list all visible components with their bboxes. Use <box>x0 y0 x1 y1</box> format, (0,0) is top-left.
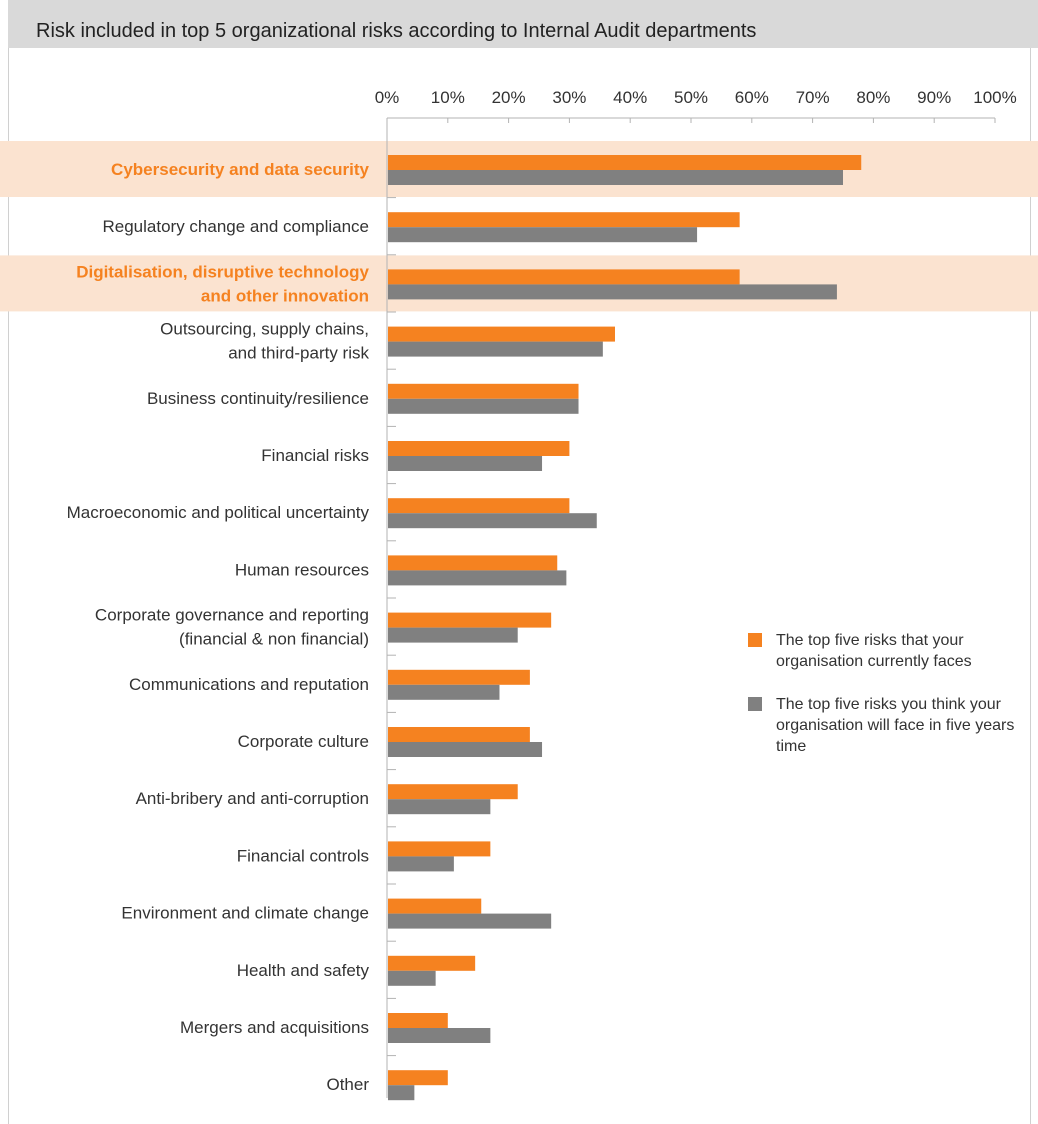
category-label: Digitalisation, disruptive technology and… <box>76 262 369 305</box>
category-label: Financial risks <box>261 446 369 465</box>
category-label: Business continuity/resilience <box>147 389 369 408</box>
category-label-line: Corporate governance and reporting <box>95 606 369 625</box>
bar-future <box>388 227 698 243</box>
x-tick-label: 60% <box>735 88 769 107</box>
category-label-line: (financial & non financial) <box>179 630 369 649</box>
x-tick-label: 30% <box>552 88 586 107</box>
bar-current <box>388 727 530 742</box>
category-label: Macroeconomic and political uncertainty <box>67 503 370 522</box>
legend-item-current: The top five risks that your organisatio… <box>748 630 1028 672</box>
category-label-line: Regulatory change and compliance <box>102 217 369 236</box>
bar-current <box>388 155 862 170</box>
category-label: Health and safety <box>237 961 370 980</box>
category-label-line: Health and safety <box>237 961 370 980</box>
category-label-line: Mergers and acquisitions <box>180 1018 369 1037</box>
x-tick-label: 10% <box>431 88 465 107</box>
x-tick-label: 100% <box>973 88 1016 107</box>
chart-title: Risk included in top 5 organizational ri… <box>36 20 757 42</box>
category-label: Regulatory change and compliance <box>102 217 369 236</box>
category-label-line: Outsourcing, supply chains, <box>160 320 369 339</box>
legend-label-future: The top five risks you think your organi… <box>776 696 1015 755</box>
bar-current <box>388 1070 448 1086</box>
bar-current <box>388 1013 448 1028</box>
bar-current <box>388 441 570 456</box>
x-tick-label: 50% <box>674 88 708 107</box>
legend-label-current: The top five risks that your organisatio… <box>776 632 972 670</box>
legend-item-future: The top five risks you think your organi… <box>748 694 1028 757</box>
bar-current <box>388 269 740 285</box>
category-label-line: Macroeconomic and political uncertainty <box>67 503 370 522</box>
category-label-line: Other <box>326 1075 369 1094</box>
bar-current <box>388 898 482 914</box>
bar-future <box>388 913 552 929</box>
category-label-line: Corporate culture <box>238 732 369 751</box>
bar-current <box>388 955 476 971</box>
category-label-line: Human resources <box>235 560 369 579</box>
bar-current <box>388 784 518 800</box>
category-label-line: Anti-bribery and anti-corruption <box>136 789 369 808</box>
frame-left-border <box>8 48 9 1124</box>
bar-current <box>388 383 579 399</box>
category-label-line: Digitalisation, disruptive technology <box>76 262 369 281</box>
bar-current <box>388 212 740 228</box>
bar-current <box>388 498 570 514</box>
category-label-line: Communications and reputation <box>129 675 369 694</box>
category-label: Communications and reputation <box>129 675 369 694</box>
x-tick-label: 80% <box>856 88 890 107</box>
category-label: Outsourcing, supply chains, and third-par… <box>160 320 369 363</box>
bar-current <box>388 669 530 685</box>
category-label: Other <box>326 1075 369 1094</box>
bar-future <box>388 627 518 643</box>
x-tick-label: 40% <box>613 88 647 107</box>
frame-right-border <box>1030 48 1031 1124</box>
category-label-line: Cybersecurity and data security <box>111 160 369 179</box>
x-tick-label: 70% <box>796 88 830 107</box>
category-label: Financial controls <box>237 846 369 865</box>
category-label: Mergers and acquisitions <box>180 1018 369 1037</box>
bar-future <box>388 742 543 757</box>
bar-future <box>388 1028 491 1043</box>
category-label-line: and other innovation <box>201 286 369 305</box>
bar-future <box>388 970 436 986</box>
chart-header: Risk included in top 5 organizational ri… <box>8 0 1038 48</box>
bar-current <box>388 326 615 342</box>
x-tick-label: 20% <box>492 88 526 107</box>
category-label-line: and third-party risk <box>228 344 369 363</box>
category-label-line: Financial risks <box>261 446 369 465</box>
category-label: Anti-bribery and anti-corruption <box>136 789 369 808</box>
bar-future <box>388 284 837 300</box>
category-label: Cybersecurity and data security <box>111 160 369 179</box>
x-tick-label: 0% <box>375 88 400 107</box>
category-label: Corporate culture <box>238 732 369 751</box>
bar-future <box>388 170 843 185</box>
bar-future <box>388 684 500 700</box>
bar-future <box>388 513 597 529</box>
legend: The top five risks that your organisatio… <box>748 630 1028 779</box>
bar-future <box>388 570 567 586</box>
bar-future <box>388 341 603 357</box>
legend-swatch-current <box>748 633 762 647</box>
category-label-line: Business continuity/resilience <box>147 389 369 408</box>
category-label-line: Environment and climate change <box>121 904 369 923</box>
x-tick-label: 90% <box>917 88 951 107</box>
bar-future <box>388 456 543 471</box>
bar-current <box>388 841 491 857</box>
category-label: Corporate governance and reporting (finan… <box>95 606 369 649</box>
bar-future <box>388 398 579 414</box>
legend-swatch-future <box>748 697 762 711</box>
bar-future <box>388 1085 415 1101</box>
category-label-line: Financial controls <box>237 846 369 865</box>
category-label: Human resources <box>235 560 369 579</box>
bar-current <box>388 555 558 571</box>
bar-future <box>388 799 491 815</box>
bar-future <box>388 856 454 872</box>
bar-current <box>388 612 552 628</box>
category-label: Environment and climate change <box>121 904 369 923</box>
